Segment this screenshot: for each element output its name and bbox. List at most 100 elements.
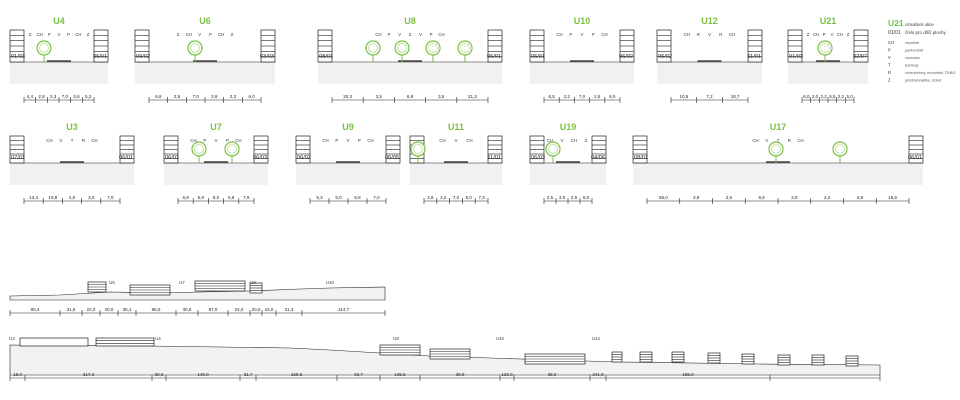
strip-label: R: [697, 32, 700, 37]
dimension-value: 86,0: [152, 307, 161, 312]
dimension-line: 20,3 3,5 6,8 3,5 21,3: [331, 94, 489, 103]
dimension-value: 10,5: [679, 94, 688, 99]
cross-section-u19: U19 CH V CH Z 06/03 04/06 2,5 3,5 2,5 6,0: [529, 122, 607, 204]
strip-label: P: [430, 32, 433, 37]
plot-code-left: 06/01: [531, 54, 545, 60]
strip-label: CH: [571, 138, 577, 143]
tree-icon: [365, 40, 381, 62]
dimension-value: 7,0: [453, 195, 460, 200]
dimension-value: 3,0: [88, 195, 95, 200]
plot-code-right: 11/01: [747, 54, 761, 60]
strip-label: CH: [837, 32, 843, 37]
legend: U21 označení ulice 01/01 číslo pro dílčí…: [888, 18, 955, 83]
plot-code-right: 06/02: [619, 54, 633, 60]
dimension-value: 2,2: [564, 94, 571, 99]
building: [19, 337, 89, 347]
cross-section-u8: U8 CH P V Z V P CH 08/01 06/01 20,3 3,5 6,8 3,5 21,3: [317, 16, 503, 103]
section-title: U3: [66, 122, 78, 132]
legend-key: CH: [888, 40, 894, 45]
dimension-line: 6,5 2,2 7,0 2,5 6,5: [543, 94, 621, 103]
plot-code-right: 06/03: [253, 155, 267, 161]
terrain: [10, 62, 108, 84]
dimension-value: 21,3: [468, 94, 477, 99]
strip-label: CH: [813, 32, 819, 37]
section-title: U4: [53, 16, 65, 26]
plot-code-left: 08/01: [319, 54, 333, 60]
cross-section-u12: U12 CH R V R CH 06/02 11/01 10,5 7,2 18,7: [656, 16, 763, 103]
legend-items: CH chodník P parkoviště V vozovka T tramvaj R víc…: [888, 40, 955, 83]
dimension-value: 5,8: [228, 195, 235, 200]
strip-label: Z: [585, 138, 588, 143]
legend-key: V: [888, 55, 891, 60]
dimension-value: 125,0: [501, 372, 513, 377]
strip-label: P: [823, 32, 826, 37]
dimension-line: 10,5 7,2 18,7: [670, 94, 749, 103]
dimension-value: 5,6: [758, 195, 765, 200]
dimension-value: 20,0: [105, 307, 114, 312]
dimension-value: 2,2: [838, 94, 845, 99]
dimension-value: 4,8: [857, 195, 864, 200]
dimension-line: 6,8 2,5 7,0 2,8 2,3 6,0: [148, 94, 262, 103]
strip-label: V: [59, 138, 62, 143]
strip-label: V: [419, 32, 422, 37]
strip-label: R: [82, 138, 85, 143]
tree-icon: [191, 141, 207, 163]
dimension-value: 6,5: [609, 94, 616, 99]
dimension-value: 135,5: [394, 372, 406, 377]
dimension-value: 8,0: [213, 195, 220, 200]
legend-value: předzahrádka, zeleň: [904, 78, 942, 83]
section-title: U9: [342, 122, 354, 132]
plot-code-left: 07/01: [11, 155, 25, 161]
strip-label: CH: [797, 138, 803, 143]
tree-icon: [832, 141, 848, 163]
dimension-value: 2,5: [571, 195, 578, 200]
cross-sections-group: U4Z CH P V P CH Z01/03 06/014,4 2,8 2,3 7,0 2,6 5,2U…: [9, 16, 924, 204]
section-title: U19: [560, 122, 577, 132]
strip-label: P: [592, 32, 595, 37]
strip-label: P: [67, 32, 70, 37]
dimension-value: 3,5: [376, 94, 383, 99]
strip-label: P: [203, 138, 206, 143]
cross-section-u4: U4 Z CH P V P CH Z 01/03 06/01 4,4 2,8 2,3 7,0 2,6 5,2: [9, 16, 109, 103]
plot-code-right: 06/01: [487, 54, 501, 60]
dimension-value: 2,8: [211, 94, 218, 99]
strip-label: CH: [75, 32, 81, 37]
section-title: U10: [574, 16, 591, 26]
dimension-value: 10,8: [48, 195, 57, 200]
plot-code-left: 06/02: [297, 155, 311, 161]
dimension-value: 7,0: [373, 195, 380, 200]
legend-key: P: [888, 48, 891, 53]
dimension-value: 2,3: [50, 94, 57, 99]
dimension-value: 15,0: [265, 307, 274, 312]
dimension-value: 5,3: [316, 195, 323, 200]
dimension-value: 6,8: [155, 94, 162, 99]
section-title: U21: [820, 16, 837, 26]
dimension-value: 31,5: [67, 307, 76, 312]
dimension-value: 31,7: [244, 372, 253, 377]
dimension-value: 3,5: [559, 195, 566, 200]
section-title: U6: [199, 16, 211, 26]
section-marker: U10: [326, 280, 334, 285]
section-title: U8: [404, 16, 416, 26]
strip-label: CH: [218, 32, 224, 37]
section-marker: U4: [155, 336, 161, 341]
dimension-value: 18,7: [731, 94, 740, 99]
dimension-value: 5,0: [847, 94, 854, 99]
section-title: U17: [770, 122, 787, 132]
terrain: [788, 62, 868, 84]
strip-label: CH: [235, 138, 241, 143]
strip-label: V: [561, 138, 564, 143]
dimension-value: 5,0: [466, 195, 473, 200]
legend-value: tramvaj: [905, 63, 918, 68]
plot-code-left: 01/03: [789, 54, 803, 60]
strip-label: CH: [322, 138, 328, 143]
strip-label: V: [765, 138, 768, 143]
longitudinal-section-2: U3 U4 U8 U10 U12 18,0 317,3 30,6 149,0 31,7 168,5 3…: [9, 336, 881, 381]
dimension-value: 6,8: [182, 195, 189, 200]
section-marker: U12: [592, 336, 600, 341]
legend-key: T: [888, 63, 891, 68]
dimension-value: 2,0: [812, 94, 819, 99]
strip-label: T: [71, 138, 74, 143]
strip-label: T: [777, 138, 780, 143]
dimension-value: 6,5: [548, 94, 555, 99]
